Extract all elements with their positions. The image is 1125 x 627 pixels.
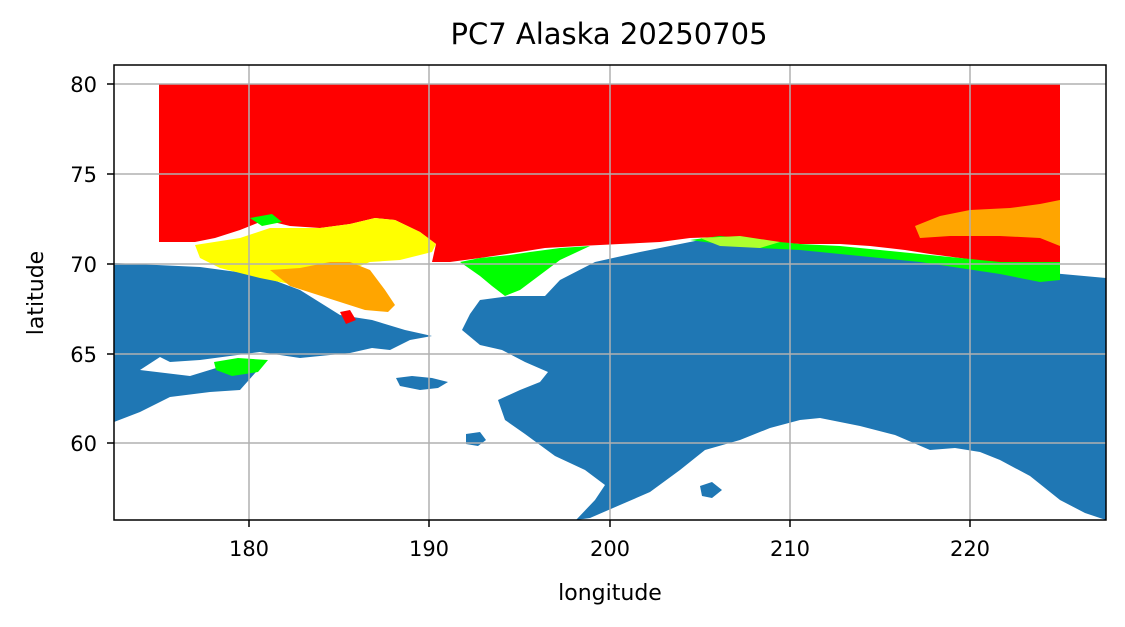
x-tick-label-190: 190 <box>409 537 449 561</box>
y-tick-label-60: 60 <box>70 432 97 456</box>
x-tick-label-220: 220 <box>950 537 990 561</box>
y-tick-label-70: 70 <box>70 253 97 277</box>
ice-open-ridge <box>250 214 282 226</box>
map-title: PC7 Alaska 20250705 <box>450 17 767 51</box>
x-ticks <box>248 520 971 527</box>
land-mass-chukotka <box>114 263 432 422</box>
ice-medium-pack <box>915 200 1060 246</box>
y-tick-label-80: 80 <box>70 73 97 97</box>
y-tick-label-75: 75 <box>70 163 97 187</box>
x-tick-label-210: 210 <box>770 537 810 561</box>
ice-medium-mid <box>270 262 395 312</box>
map-layers <box>114 84 1106 520</box>
y-tick-label-65: 65 <box>70 343 97 367</box>
ice-open-coastal <box>690 236 1060 282</box>
grid-lines <box>114 65 1106 520</box>
ice-high-spot <box>340 310 356 324</box>
y-ticks <box>107 83 114 444</box>
island-nunivak <box>466 432 486 446</box>
ice-open-drift <box>460 246 590 296</box>
x-tick-label-200: 200 <box>590 537 630 561</box>
x-axis-label: longitude <box>558 581 662 606</box>
ice-low-pack <box>195 218 436 286</box>
x-tick-label-180: 180 <box>229 537 269 561</box>
y-axis-label: latitude <box>24 251 49 335</box>
island-st-lawrence <box>396 376 448 390</box>
land-mass-alaska <box>462 240 1106 520</box>
ice-open-small <box>214 358 268 376</box>
island-kodiak <box>700 482 722 498</box>
ice-light-fringe <box>700 236 780 248</box>
